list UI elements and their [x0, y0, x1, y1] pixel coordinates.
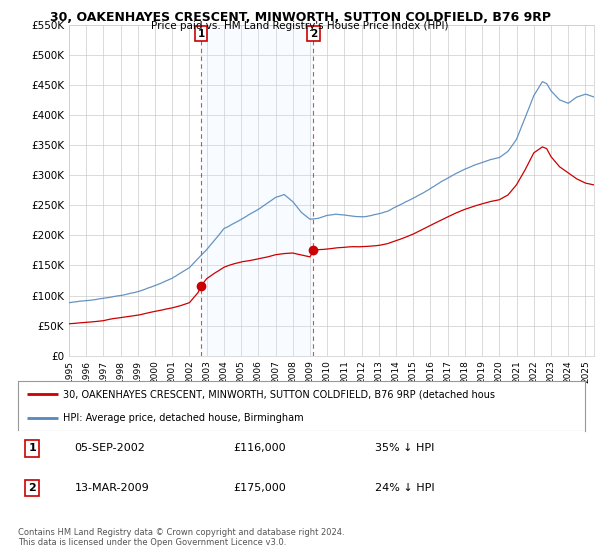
Text: Price paid vs. HM Land Registry's House Price Index (HPI): Price paid vs. HM Land Registry's House … [151, 21, 449, 31]
Text: 2: 2 [28, 483, 36, 493]
Text: HPI: Average price, detached house, Birmingham: HPI: Average price, detached house, Birm… [64, 413, 304, 423]
Text: 1: 1 [28, 444, 36, 454]
Text: 30, OAKENHAYES CRESCENT, MINWORTH, SUTTON COLDFIELD, B76 9RP: 30, OAKENHAYES CRESCENT, MINWORTH, SUTTO… [49, 11, 551, 24]
Text: 30, OAKENHAYES CRESCENT, MINWORTH, SUTTON COLDFIELD, B76 9RP (detached hous: 30, OAKENHAYES CRESCENT, MINWORTH, SUTTO… [64, 389, 496, 399]
Bar [201, 25, 313, 356]
Text: 2: 2 [310, 29, 317, 39]
Text: 1: 1 [197, 29, 205, 39]
Text: 24% ↓ HPI: 24% ↓ HPI [375, 483, 435, 493]
Text: £175,000: £175,000 [233, 483, 286, 493]
Text: £116,000: £116,000 [233, 444, 286, 454]
Text: 13-MAR-2009: 13-MAR-2009 [75, 483, 149, 493]
Text: 05-SEP-2002: 05-SEP-2002 [75, 444, 146, 454]
Text: 35% ↓ HPI: 35% ↓ HPI [375, 444, 434, 454]
Text: Contains HM Land Registry data © Crown copyright and database right 2024.
This d: Contains HM Land Registry data © Crown c… [18, 528, 344, 547]
